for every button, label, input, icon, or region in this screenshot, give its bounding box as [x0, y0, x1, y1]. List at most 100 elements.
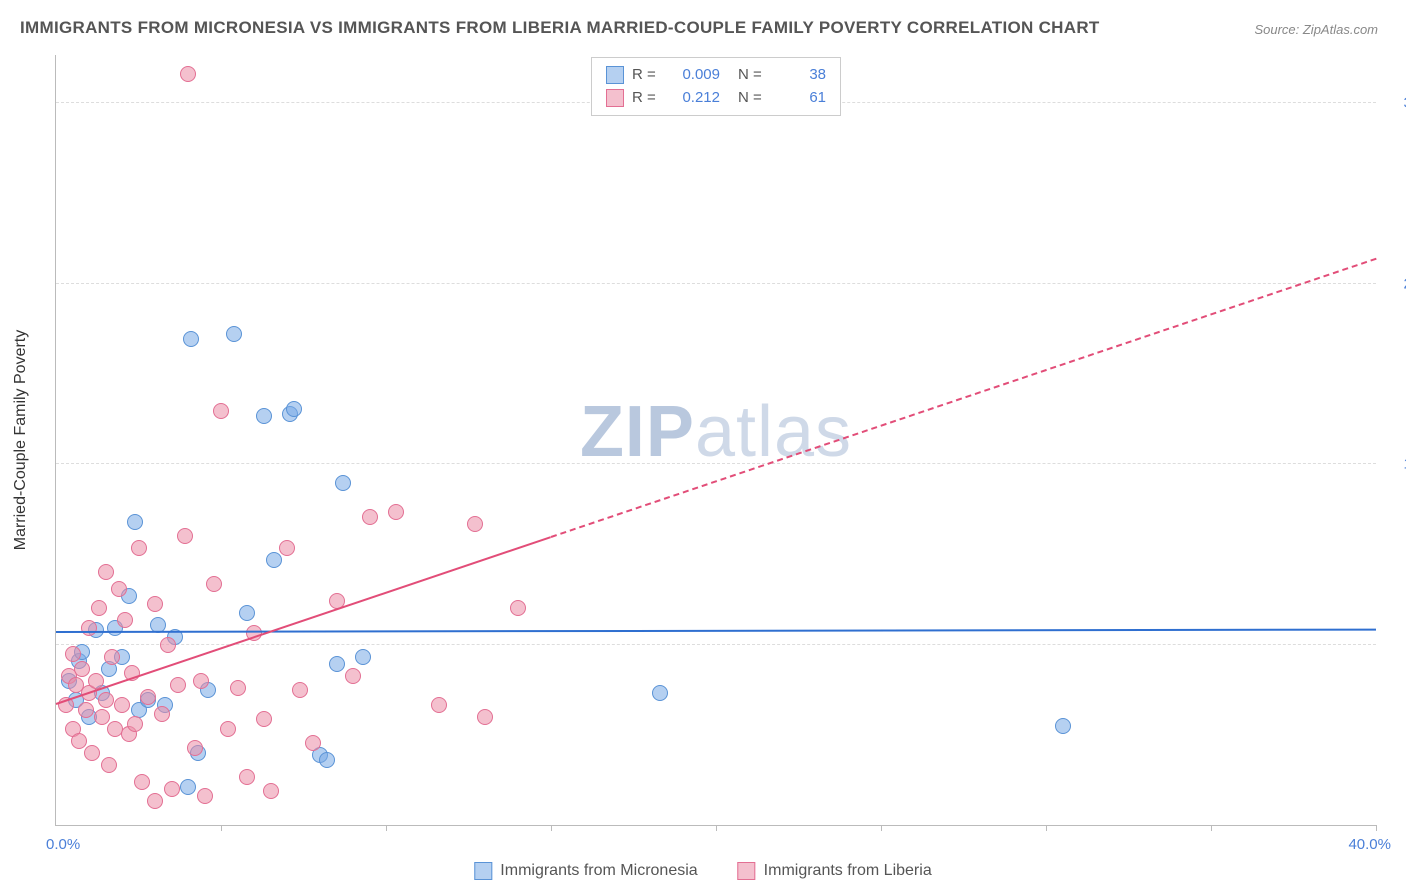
scatter-point: [187, 740, 203, 756]
scatter-point: [91, 600, 107, 616]
watermark-zip: ZIP: [580, 392, 695, 472]
scatter-point: [117, 612, 133, 628]
scatter-point: [362, 509, 378, 525]
scatter-point: [114, 697, 130, 713]
legend-swatch-micronesia: [474, 862, 492, 880]
chart-source: Source: ZipAtlas.com: [1254, 22, 1378, 37]
scatter-point: [467, 516, 483, 532]
x-axis-label-end: 40.0%: [1348, 836, 1391, 853]
x-tick: [1376, 825, 1377, 831]
scatter-point: [239, 605, 255, 621]
x-tick: [551, 825, 552, 831]
grid-line: [56, 283, 1376, 284]
scatter-point: [345, 668, 361, 684]
scatter-point: [84, 745, 100, 761]
scatter-point: [292, 682, 308, 698]
y-tick-label: 7.5%: [1386, 636, 1406, 653]
scatter-point: [180, 779, 196, 795]
scatter-point: [305, 735, 321, 751]
scatter-point: [111, 581, 127, 597]
legend-n-label: N =: [738, 87, 768, 110]
trend-line: [551, 258, 1377, 538]
x-tick: [1046, 825, 1047, 831]
legend-r-label: R =: [632, 64, 662, 87]
scatter-point: [104, 649, 120, 665]
x-tick: [1211, 825, 1212, 831]
scatter-point: [88, 673, 104, 689]
x-tick: [881, 825, 882, 831]
legend-r-value-2: 0.212: [670, 87, 720, 110]
legend-n-label: N =: [738, 64, 768, 87]
scatter-point: [154, 706, 170, 722]
scatter-point: [1055, 718, 1071, 734]
legend-row-1: R = 0.009 N = 38: [606, 64, 826, 87]
x-tick: [221, 825, 222, 831]
scatter-point: [94, 709, 110, 725]
scatter-point: [140, 689, 156, 705]
y-tick-label: 30.0%: [1386, 95, 1406, 112]
scatter-point: [197, 788, 213, 804]
scatter-point: [147, 793, 163, 809]
scatter-point: [127, 514, 143, 530]
scatter-point: [335, 475, 351, 491]
scatter-point: [180, 66, 196, 82]
scatter-point: [286, 401, 302, 417]
scatter-point: [230, 680, 246, 696]
scatter-point: [131, 540, 147, 556]
watermark: ZIPatlas: [580, 391, 852, 473]
scatter-point: [319, 752, 335, 768]
scatter-point: [160, 637, 176, 653]
scatter-point: [98, 564, 114, 580]
legend-r-value-1: 0.009: [670, 64, 720, 87]
scatter-point: [256, 408, 272, 424]
scatter-point: [388, 504, 404, 520]
scatter-point: [183, 331, 199, 347]
bottom-legend: Immigrants from Micronesia Immigrants fr…: [474, 862, 931, 880]
scatter-point: [355, 649, 371, 665]
scatter-point: [78, 702, 94, 718]
bottom-legend-item-liberia: Immigrants from Liberia: [738, 862, 932, 880]
scatter-point: [431, 697, 447, 713]
scatter-point: [329, 656, 345, 672]
scatter-point: [71, 733, 87, 749]
scatter-point: [206, 576, 222, 592]
scatter-point: [193, 673, 209, 689]
scatter-point: [226, 326, 242, 342]
x-axis-label-start: 0.0%: [46, 836, 80, 853]
scatter-point: [98, 692, 114, 708]
correlation-legend: R = 0.009 N = 38 R = 0.212 N = 61: [591, 57, 841, 116]
grid-line: [56, 463, 1376, 464]
legend-row-2: R = 0.212 N = 61: [606, 87, 826, 110]
y-tick-label: 22.5%: [1386, 275, 1406, 292]
legend-n-value-2: 61: [776, 87, 826, 110]
scatter-point: [510, 600, 526, 616]
scatter-point: [81, 620, 97, 636]
legend-swatch-liberia: [738, 862, 756, 880]
x-tick: [716, 825, 717, 831]
scatter-point: [279, 540, 295, 556]
scatter-point: [177, 528, 193, 544]
plot-area: ZIPatlas Married-Couple Family Poverty 0…: [55, 55, 1376, 826]
y-tick-label: 15.0%: [1386, 456, 1406, 473]
scatter-point: [220, 721, 236, 737]
bottom-legend-label-1: Immigrants from Micronesia: [500, 862, 697, 880]
scatter-point: [256, 711, 272, 727]
scatter-point: [263, 783, 279, 799]
y-axis-title: Married-Couple Family Poverty: [12, 330, 30, 551]
scatter-point: [239, 769, 255, 785]
legend-r-label: R =: [632, 87, 662, 110]
scatter-point: [65, 646, 81, 662]
legend-n-value-1: 38: [776, 64, 826, 87]
scatter-point: [652, 685, 668, 701]
scatter-point: [170, 677, 186, 693]
scatter-point: [147, 596, 163, 612]
chart-title: IMMIGRANTS FROM MICRONESIA VS IMMIGRANTS…: [20, 18, 1100, 38]
scatter-point: [74, 661, 90, 677]
scatter-point: [134, 774, 150, 790]
scatter-point: [213, 403, 229, 419]
bottom-legend-item-micronesia: Immigrants from Micronesia: [474, 862, 697, 880]
scatter-point: [127, 716, 143, 732]
grid-line: [56, 644, 1376, 645]
legend-swatch-micronesia: [606, 66, 624, 84]
bottom-legend-label-2: Immigrants from Liberia: [764, 862, 932, 880]
